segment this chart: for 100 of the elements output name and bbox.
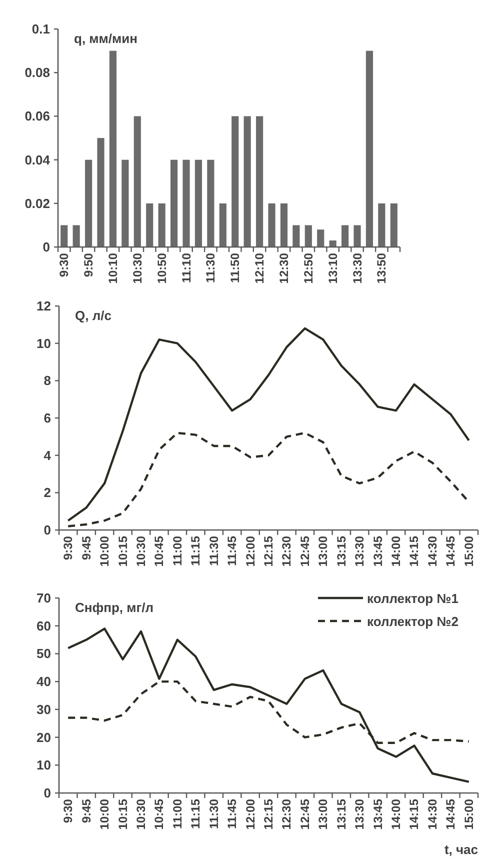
- x-tick-label: 13:15: [334, 798, 348, 830]
- x-tick-label: 14:45: [444, 536, 458, 567]
- bar: [378, 203, 386, 247]
- bar: [317, 230, 324, 247]
- line-series: [67, 432, 470, 528]
- bar: [366, 50, 374, 247]
- y-tick-label: 0.06: [24, 108, 50, 124]
- bar: [280, 203, 288, 247]
- x-tick-label: 13:30: [352, 536, 367, 567]
- x-tick-label: 11:10: [179, 252, 194, 284]
- x-tick-label: 11:15: [188, 798, 203, 830]
- x-tick-label: 12:00: [243, 536, 258, 567]
- y-axis-title: q, мм/мин: [74, 30, 138, 46]
- bar: [97, 138, 104, 247]
- bar: [146, 203, 154, 247]
- y-tick-label: 0.08: [24, 65, 50, 80]
- x-tick-label: 11:30: [204, 252, 218, 284]
- bar: [219, 203, 226, 247]
- x-tick-label: 11:00: [170, 536, 184, 566]
- x-tick-label: 14:00: [389, 536, 404, 567]
- x-tick-label: 10:10: [106, 252, 120, 284]
- bar: [182, 160, 190, 247]
- x-tick-label: 9:30: [57, 252, 72, 278]
- x-tick-label: 12:50: [301, 252, 316, 284]
- x-tick-label: 11:15: [188, 536, 203, 566]
- x-tick-label: 10:15: [116, 798, 130, 830]
- x-tick-label: 13:00: [316, 798, 330, 830]
- y-tick-label: 0.02: [24, 196, 50, 211]
- x-tick-label: 13:15: [334, 536, 348, 567]
- x-tick-label: 15:00: [462, 536, 476, 567]
- y-tick-label: 0: [42, 240, 50, 254]
- bar: [244, 116, 251, 247]
- bar: [292, 225, 300, 247]
- y-tick-label: 50: [36, 646, 51, 662]
- y-tick-label: 10: [36, 758, 51, 773]
- y-axis-title: Q, л/с: [75, 308, 112, 322]
- x-tick-label: 11:00: [170, 798, 184, 830]
- x-tick-label: 11:50: [228, 252, 242, 284]
- y-tick-label: 0: [44, 786, 51, 800]
- y-tick-label: 8: [44, 373, 51, 388]
- x-tick-label: 9:30: [61, 798, 76, 824]
- x-tick-label: 13:30: [352, 798, 367, 830]
- line-series: [67, 327, 470, 522]
- x-tick-label: 13:45: [370, 798, 385, 830]
- x-tick-label: 9:45: [79, 798, 94, 824]
- x-tick-label: 11:30: [206, 798, 221, 830]
- x-tick-label: 11:45: [225, 536, 240, 566]
- y-tick-label: 10: [36, 336, 51, 351]
- x-tick-label: 12:00: [243, 798, 258, 830]
- x-tick-label: 13:30: [350, 252, 364, 284]
- x-tick-label: 12:45: [298, 536, 312, 567]
- y-tick-label: 30: [36, 702, 51, 717]
- bar: [109, 50, 117, 247]
- x-tick-label: 14:15: [407, 536, 422, 567]
- x-tick-label: 10:00: [98, 536, 112, 567]
- x-tick-label: 12:45: [298, 798, 312, 830]
- x-tick-label: 13:00: [316, 536, 330, 567]
- y-tick-label: 4: [44, 448, 52, 463]
- bar: [134, 116, 141, 247]
- x-tick-label: 14:30: [425, 536, 440, 567]
- y-tick-label: 20: [36, 730, 51, 745]
- x-tick-label: 13:10: [326, 252, 340, 284]
- x-tick-label: 10:45: [152, 536, 166, 567]
- bar: [232, 116, 239, 247]
- legend-label: коллектор №1: [367, 590, 458, 606]
- x-tick-label: 10:30: [130, 252, 144, 284]
- x-tick-label: 12:30: [280, 536, 294, 567]
- x-tick-label: 11:30: [206, 536, 221, 566]
- x-axis-title: t, час: [444, 842, 478, 857]
- bar: [84, 160, 92, 247]
- x-tick-label: 10:30: [134, 536, 148, 567]
- x-tick-label: 9:30: [61, 536, 76, 560]
- line-series: [67, 628, 470, 783]
- x-tick-label: 12:30: [280, 798, 294, 830]
- x-tick-label: 12:15: [262, 798, 276, 830]
- x-tick-label: 13:45: [370, 536, 385, 567]
- y-tick-label: 0: [44, 522, 51, 538]
- x-tick-label: 14:00: [389, 798, 404, 830]
- y-tick-label: 2: [44, 485, 51, 500]
- x-tick-label: 14:45: [444, 798, 458, 830]
- x-tick-label: 12:15: [262, 536, 276, 567]
- legend-label: коллектор №2: [367, 614, 458, 628]
- x-tick-label: 10:45: [152, 798, 166, 830]
- y-tick-label: 60: [36, 618, 51, 634]
- bar: [268, 203, 276, 247]
- x-tick-label: 12:10: [252, 252, 267, 284]
- y-axis-title: Снфпр, мг/л: [75, 600, 154, 614]
- x-tick-label: 10:30: [134, 798, 148, 830]
- bar: [256, 116, 264, 247]
- bar: [60, 225, 68, 247]
- x-tick-label: 10:50: [154, 252, 169, 284]
- y-tick-label: 0.1: [32, 22, 50, 36]
- bar: [207, 160, 214, 247]
- x-tick-label: 10:00: [98, 798, 112, 830]
- bar: [72, 225, 80, 247]
- x-tick-label: 11:45: [225, 798, 240, 830]
- bar: [158, 203, 166, 247]
- x-tick-label: 9:50: [82, 252, 96, 278]
- y-tick-label: 70: [36, 590, 51, 606]
- bar: [194, 160, 202, 247]
